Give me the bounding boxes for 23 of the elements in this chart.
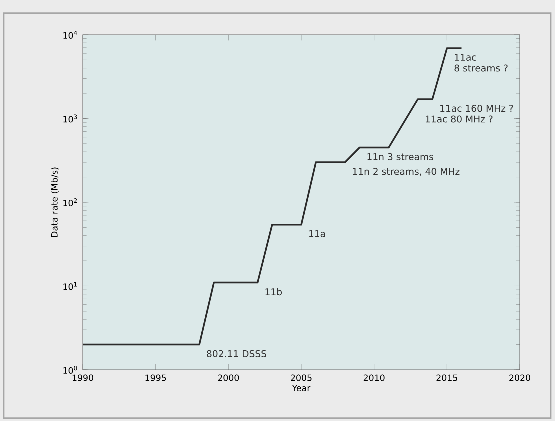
annotation: 11a — [309, 230, 326, 238]
x-tick-label: 2000 — [218, 374, 240, 382]
annotation: 11n 3 streams — [368, 153, 434, 160]
y-tick-label: 10$^{3}$ — [64, 114, 78, 123]
x-axis-title: Year — [292, 385, 311, 392]
y-axis-title: Data rate (Mb/s) — [51, 168, 59, 238]
y-tick-label: 10$^{0}$ — [64, 366, 78, 374]
annotation: 11b — [266, 288, 282, 296]
x-tick-label: 2015 — [436, 374, 458, 382]
annotation: 802.11 DSSS — [207, 350, 267, 358]
x-tick-label: 1990 — [72, 374, 94, 382]
annotation: 8 streams ? — [454, 64, 508, 72]
annotation: 11ac 80 MHz ? — [426, 116, 493, 123]
x-tick-label: 2010 — [364, 374, 385, 382]
annotation: 11n 2 streams, 40 MHz — [353, 168, 460, 176]
x-tick-label: 2005 — [291, 374, 312, 382]
y-tick-label: 10$^{1}$ — [64, 282, 78, 290]
annotation: 11ac 160 MHz ? — [440, 105, 514, 112]
y-tick-label: 10$^{4}$ — [64, 31, 78, 39]
x-tick-label: 2020 — [510, 374, 530, 382]
annotation: 11ac — [455, 54, 476, 62]
y-tick-label: 10$^{2}$ — [64, 198, 78, 206]
x-tick-label: 1995 — [146, 374, 166, 382]
